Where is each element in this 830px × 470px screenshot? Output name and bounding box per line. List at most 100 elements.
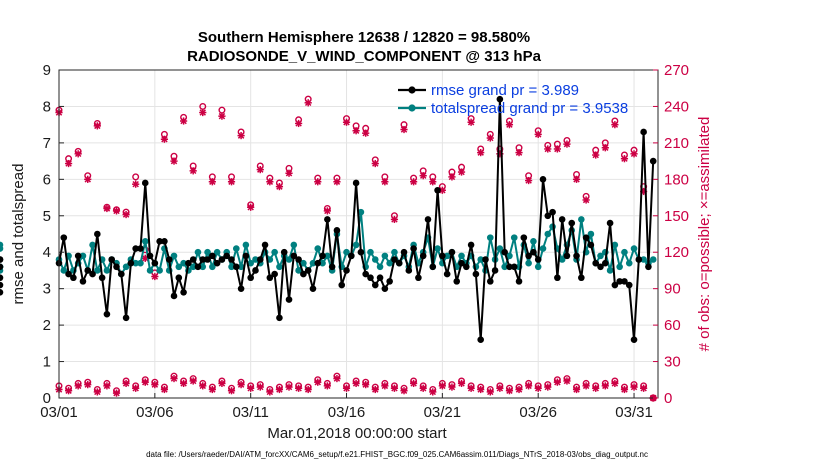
rmse-point [501,248,508,256]
obs-assimilated-marker [410,178,418,186]
totalspread-point [391,248,398,256]
obs-assimilated-marker [122,210,130,219]
rmse-point [228,256,235,263]
chart-subtitle: RADIOSONDE_V_WIND_COMPONENT @ 313 hPa [187,48,542,65]
y-tick-label: 5 [43,208,51,225]
rmse-point [218,256,226,263]
totalspread-point [534,263,542,271]
obs-assimilated-marker-low [256,383,264,391]
obs-assimilated-marker [342,118,351,126]
obs-assimilated-marker [218,112,226,120]
rmse-point [482,256,489,263]
rmse-point [74,252,82,260]
rmse-point [94,230,101,238]
totalspread-point [141,237,149,245]
rmse-point [0,281,4,289]
rmse-point [606,219,614,227]
totalspread-point [146,267,154,274]
totalspread-point [103,267,111,274]
totalspread-point [357,208,365,216]
rmse-point [443,270,451,278]
obs-assimilated-marker [93,122,101,130]
obs-assimilated-marker [467,118,475,126]
obs-assimilated-marker-low [122,379,130,388]
totalspread-point [175,263,183,271]
totalspread-point [0,245,4,252]
rmse-point [558,216,566,223]
totalspread-point [300,259,307,267]
rmse-point [98,274,106,282]
obs-assimilated-marker-low [112,389,121,397]
obs-assimilated-marker-low [218,379,226,388]
rmse-point [472,270,480,278]
obs-assimilated-marker [371,159,379,168]
totalspread-point [276,263,283,271]
x-tick-label: 03/31 [615,404,653,421]
totalspread-point [132,259,139,267]
rmse-point [381,285,389,292]
obs-assimilated-marker [112,207,121,215]
obs-assimilated-marker-low [582,382,590,390]
rmse-point [348,252,355,260]
rmse-point [578,274,585,282]
y-axis-label-right: # of obs: o=possible; ×=assimilated [696,117,713,352]
obs-assimilated-marker [247,203,255,211]
rmse-point [362,270,369,278]
rmse-point [117,270,125,278]
rmse-point [304,267,312,274]
x-axis-ticks: 03/01 03/06 03/11 03/16 03/21 03/26 03/31 [40,393,653,421]
obs-assimilated-marker [429,178,437,186]
obs-assimilated-marker [544,145,552,153]
totalspread-point [94,267,101,274]
totalspread-point [578,216,585,223]
totalspread-point [616,263,623,271]
rmse-point [156,237,163,245]
rmse-point [146,252,154,260]
rmse-point [635,256,643,263]
totalspread-point [625,259,633,267]
rmse-point [534,256,542,263]
obs-assimilated-marker-low [275,385,284,394]
rmse-point [151,259,159,267]
totalspread-point [199,263,207,271]
rmse-point [477,336,484,343]
obs-assimilated-marker [457,168,466,176]
rmse-point [175,274,183,282]
rmse-point [597,263,604,271]
obs-assimilated-marker [515,149,523,157]
rmse-point [376,274,384,282]
y-right-tick-label: 180 [664,171,689,188]
totalspread-point [247,259,254,267]
totalspread-point [242,241,250,249]
obs-assimilated-marker [582,196,590,204]
totalspread-point [252,256,259,263]
obs-assimilated-marker [304,99,312,107]
obs-assimilated-marker-low [534,384,542,392]
obs-assimilated-marker-low [563,377,571,385]
obs-assimilated-marker-low [630,383,638,391]
rmse-point [400,248,408,256]
totalspread-point [319,259,326,267]
rmse-point [141,179,149,187]
totalspread-point [271,248,278,256]
rmse-point [247,274,254,282]
obs-assimilated-marker [601,144,609,152]
rmse-point [458,259,465,267]
rmse-point [592,259,600,267]
totalspread-point [525,259,532,267]
totalspread-point [209,263,216,271]
rmse-point [60,234,68,241]
obs-assimilated-marker [352,127,360,135]
rmse-point [233,263,240,271]
rmse-point [410,245,417,252]
obs-assimilated-marker [266,178,274,186]
obs-assimilated-marker [314,178,322,186]
totalspread-point [539,245,547,252]
rmse-point [189,256,197,263]
rmse-point [515,278,523,285]
obs-assimilated-marker [295,119,303,128]
totalspread-point [367,248,374,256]
rmse-point [395,259,403,267]
totalspread-point [649,256,657,263]
footer-data-file: data file: /Users/raeder/DAI/ATM_forcXX/… [146,450,648,459]
